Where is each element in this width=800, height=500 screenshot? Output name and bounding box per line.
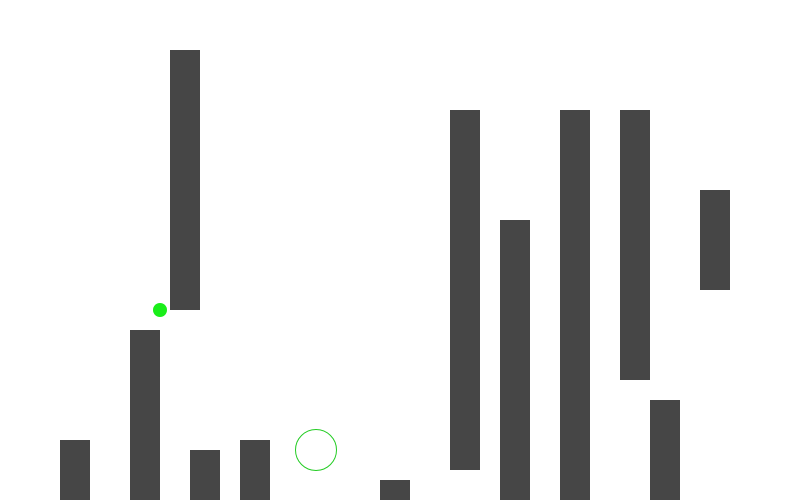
wall-block (560, 110, 590, 500)
player-dot-icon[interactable] (153, 303, 167, 317)
wall-block (620, 110, 650, 380)
wall-block (500, 220, 530, 500)
wall-block (240, 440, 270, 500)
wall-block (650, 400, 680, 500)
wall-block (170, 50, 200, 310)
goal-ring-icon[interactable] (295, 429, 337, 471)
wall-block (700, 190, 730, 290)
wall-block (190, 450, 220, 500)
wall-block (60, 440, 90, 500)
wall-block (450, 110, 480, 470)
wall-block (130, 330, 160, 500)
wall-block (380, 480, 410, 500)
